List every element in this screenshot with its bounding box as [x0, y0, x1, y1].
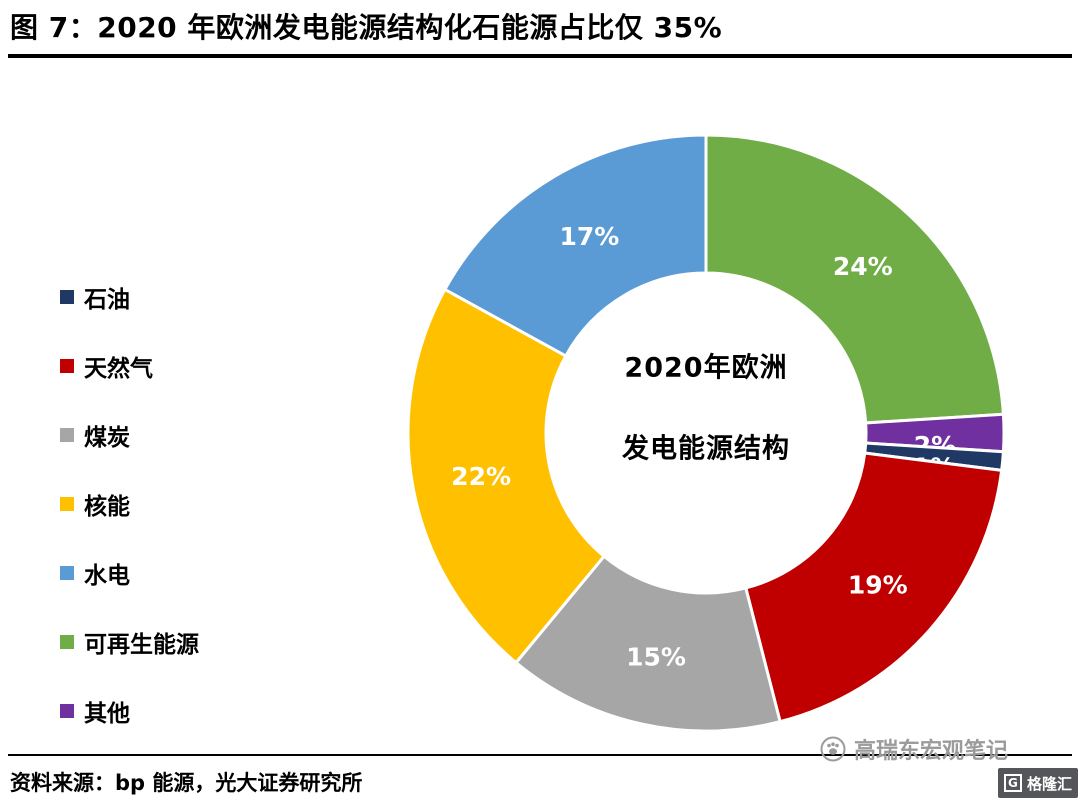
legend-item: 可再生能源: [60, 628, 199, 658]
figure-title: 图 7：2020 年欧洲发电能源结构化石能源占比仅 35%: [10, 11, 723, 44]
legend-item: 其他: [60, 697, 199, 727]
legend-item: 石油: [60, 283, 199, 313]
footer-divider: [8, 754, 1072, 756]
donut-center-text-line-1: 2020年欧洲: [624, 352, 787, 384]
donut-slice: [704, 133, 1006, 425]
donut-slice: [406, 287, 607, 665]
legend-label: 煤炭: [84, 425, 130, 451]
gelonghui-icon: G: [1003, 774, 1022, 792]
chart-legend: 石油天然气煤炭核能水电可再生能源其他: [60, 283, 199, 727]
legend-label: 天然气: [84, 356, 153, 382]
legend-label: 其他: [84, 701, 130, 727]
slice-data-label: 15%: [626, 643, 686, 672]
legend-label: 可再生能源: [84, 632, 199, 658]
donut-slice: [513, 554, 782, 733]
legend-item: 天然气: [60, 352, 199, 382]
slice-data-label: 24%: [833, 252, 893, 281]
legend-item: 水电: [60, 559, 199, 589]
legend-swatch: [60, 635, 74, 649]
donut-slice: [743, 451, 1004, 724]
legend-label: 水电: [84, 563, 130, 589]
legend-swatch: [60, 359, 74, 373]
slice-data-label: 17%: [559, 222, 619, 251]
watermark: 高瑞东宏观笔记: [820, 733, 1008, 765]
legend-swatch: [60, 566, 74, 580]
legend-label: 石油: [84, 287, 130, 313]
slice-data-label: 19%: [848, 570, 908, 599]
legend-swatch: [60, 428, 74, 442]
title-divider: [8, 54, 1072, 58]
slice-data-label: 22%: [451, 462, 511, 491]
donut-slice: [442, 133, 708, 358]
paw-icon: [820, 736, 846, 762]
legend-item: 核能: [60, 490, 199, 520]
donut-center-text-line-2: 发电能源结构: [621, 433, 790, 465]
gelonghui-logo: G 格隆汇: [998, 768, 1078, 798]
legend-item: 煤炭: [60, 421, 199, 451]
gelonghui-logo-text: 格隆汇: [1026, 774, 1072, 793]
legend-label: 核能: [84, 494, 130, 520]
legend-swatch: [60, 704, 74, 718]
legend-swatch: [60, 497, 74, 511]
legend-swatch: [60, 290, 74, 304]
source-note: 资料来源：bp 能源，光大证券研究所: [10, 771, 363, 795]
watermark-text: 高瑞东宏观笔记: [853, 739, 1008, 764]
